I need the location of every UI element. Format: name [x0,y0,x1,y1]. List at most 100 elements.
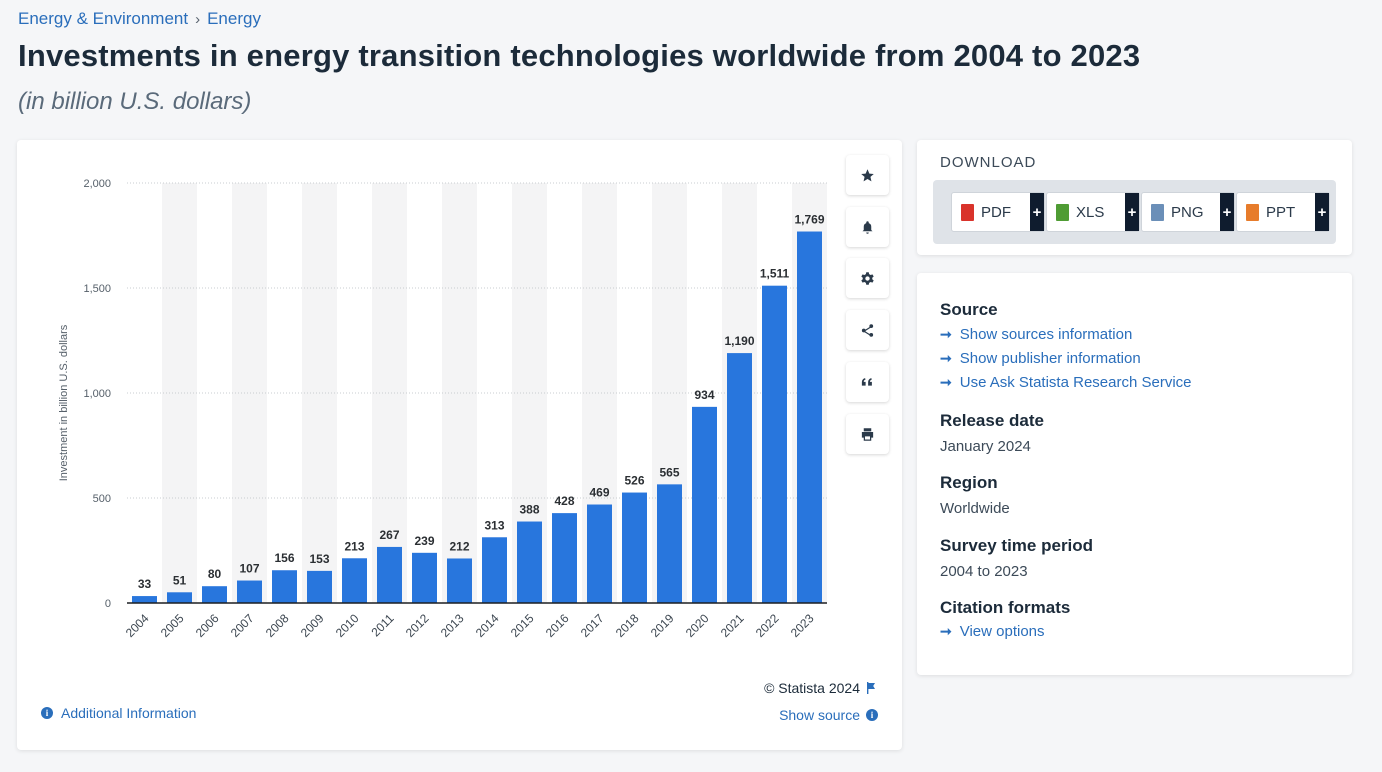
column-band [372,183,407,603]
x-tick-label: 2016 [543,611,572,640]
ask-statista-label: Use Ask Statista Research Service [959,374,1192,391]
download-ppt-button[interactable]: PPT + [1236,192,1330,232]
data-label: 313 [484,518,504,532]
statista-credit: © Statista 2024 [764,680,876,696]
arrow-right-icon: ➞ [940,623,952,639]
data-label: 213 [344,539,364,553]
breadcrumb: Energy & Environment › Energy [18,9,261,29]
png-file-icon [1151,203,1164,221]
data-label: 212 [449,539,469,553]
data-label: 388 [519,503,539,517]
print-button[interactable] [846,414,889,454]
data-label: 428 [554,494,574,508]
xls-file-icon [1056,203,1069,221]
data-label: 526 [624,474,644,488]
cite-button[interactable] [846,362,889,402]
download-png-button[interactable]: PNG + [1141,192,1235,232]
data-label: 153 [309,552,329,566]
bar-chart: 0 500 1,000 1,500 2,000 Investment in billion… [58,178,827,640]
region-heading: Region [940,473,998,492]
data-label: 1,769 [794,213,824,227]
data-label: 51 [173,573,187,587]
share-button[interactable] [846,310,889,350]
additional-information-label: Additional Information [61,705,197,721]
y-tick-label: 1,500 [83,283,111,295]
column-band [442,183,477,603]
column-band [232,183,267,603]
data-label: 239 [414,534,434,548]
breadcrumb-separator: › [195,10,201,28]
bar [482,537,507,603]
x-tick-label: 2023 [788,611,817,640]
x-tick-label: 2004 [123,611,152,640]
page-title: Investments in energy transition technol… [18,38,1141,73]
bar [517,521,542,603]
breadcrumb-link-energy[interactable]: Energy [207,9,261,28]
bar [657,484,682,603]
favorite-button[interactable] [846,155,889,195]
data-label: 80 [208,567,222,581]
y-tick-label: 2,000 [83,178,111,190]
y-axis-title: Investment in billion U.S. dollars [58,324,70,481]
x-tick-label: 2005 [158,611,187,640]
data-label: 1,190 [724,334,754,348]
bar [272,570,297,603]
ask-statista-link[interactable]: ➞ Use Ask Statista Research Service [940,374,1192,391]
show-sources-link[interactable]: ➞ Show sources information [940,326,1132,343]
data-label: 267 [379,528,399,542]
notification-button[interactable] [846,207,889,247]
show-source-link[interactable]: Show source i [779,707,878,723]
bar [412,552,437,603]
bar [622,492,647,603]
x-tick-label: 2017 [578,611,607,640]
data-label: 33 [138,577,152,591]
download-card: DOWNLOAD PDF + XLS + PNG + PPT + [917,140,1352,255]
bar [342,558,367,603]
x-tick-label: 2021 [718,611,747,640]
survey-period-value: 2004 to 2023 [940,563,1028,580]
download-png-label: PNG [1171,203,1204,221]
bar [132,596,157,603]
x-tick-label: 2006 [193,611,222,640]
x-tick-label: 2009 [298,611,327,640]
download-pdf-label: PDF [981,203,1011,221]
arrow-right-icon: ➞ [940,326,952,342]
breadcrumb-link-energy-environment[interactable]: Energy & Environment [18,9,189,28]
download-xls-label: XLS [1076,203,1105,221]
plus-icon: + [1220,193,1234,231]
release-date-value: January 2024 [940,438,1031,455]
show-publisher-label: Show publisher information [959,350,1141,367]
arrow-right-icon: ➞ [940,374,952,390]
y-tick-label: 1,000 [83,388,111,400]
data-label: 156 [274,551,294,565]
download-bar: PDF + XLS + PNG + PPT + [933,180,1336,244]
download-xls-button[interactable]: XLS + [1046,192,1140,232]
settings-button[interactable] [846,258,889,298]
source-heading: Source [940,300,998,319]
quote-icon [861,377,872,386]
x-tick-label: 2015 [508,611,537,640]
x-tick-label: 2012 [403,611,432,640]
y-tick-label: 0 [105,598,111,610]
view-options-link[interactable]: ➞ View options [940,623,1045,640]
download-pdf-button[interactable]: PDF + [951,192,1045,232]
release-date-heading: Release date [940,411,1044,430]
x-tick-label: 2022 [753,611,782,640]
bar [762,285,787,603]
view-options-label: View options [959,623,1045,640]
flag-icon[interactable] [866,682,876,694]
data-label: 934 [694,388,714,402]
x-tick-label: 2008 [263,611,292,640]
bar [692,406,717,603]
page-subtitle: (in billion U.S. dollars) [18,88,252,115]
bar [377,546,402,603]
additional-information-link[interactable]: i Additional Information [41,705,196,721]
x-tick-label: 2019 [648,611,677,640]
citation-formats-heading: Citation formats [940,598,1071,617]
bar [587,504,612,603]
x-tick-label: 2014 [473,611,502,640]
x-tick-label: 2011 [368,611,396,639]
show-publisher-link[interactable]: ➞ Show publisher information [940,350,1141,367]
star-icon [861,168,874,181]
y-tick-label: 500 [93,493,111,505]
